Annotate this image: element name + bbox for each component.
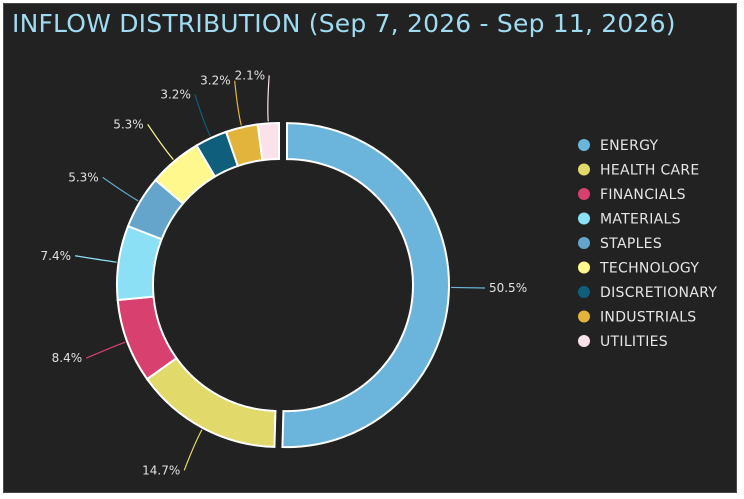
leader-line-industrials: [234, 80, 242, 126]
legend-item-utilities[interactable]: UTILITIES: [600, 334, 668, 350]
legend-swatch-industrials[interactable]: [578, 310, 590, 323]
slice-health-care[interactable]: [145, 356, 277, 448]
legend-swatch-energy[interactable]: [578, 139, 590, 151]
data-label-materials: 7.4%: [41, 249, 72, 263]
leader-line-financials: [85, 341, 126, 359]
legend-swatch-staples[interactable]: [578, 237, 590, 249]
legend-item-industrials[interactable]: INDUSTRIALS: [600, 310, 697, 326]
data-label-health-care: 14.7%: [142, 463, 180, 477]
leader-line-technology: [147, 124, 174, 160]
legend-item-health-care[interactable]: HEALTH CARE: [600, 163, 700, 179]
legend-swatch-discretionary[interactable]: [578, 286, 590, 298]
legend-swatch-health-care[interactable]: [578, 163, 590, 176]
legend-item-technology[interactable]: TECHNOLOGY: [599, 261, 699, 277]
data-label-staples: 5.3%: [68, 170, 99, 184]
legend-item-financials[interactable]: FINANCIALS: [600, 187, 686, 203]
leader-line-utilities: [267, 75, 270, 122]
legend-swatch-utilities[interactable]: [578, 335, 590, 347]
legend-item-energy[interactable]: ENERGY: [600, 138, 659, 154]
slice-energy[interactable]: [281, 122, 450, 449]
legend-item-staples[interactable]: STAPLES: [600, 236, 662, 252]
data-label-energy: 50.5%: [489, 281, 527, 295]
legend-swatch-technology[interactable]: [578, 261, 590, 274]
legend-item-materials[interactable]: MATERIALS: [600, 212, 681, 228]
data-label-technology: 5.3%: [113, 117, 144, 131]
legend-swatch-materials[interactable]: [578, 212, 590, 225]
data-label-discretionary: 3.2%: [160, 87, 191, 101]
leader-line-discretionary: [194, 94, 211, 137]
leader-line-health-care: [183, 429, 203, 471]
leader-line-staples: [102, 176, 139, 202]
chart-title: INFLOW DISTRIBUTION (Sep 7, 2026 - Sep 1…: [12, 9, 676, 38]
legend-swatch-financials[interactable]: [578, 188, 590, 200]
leader-line-materials: [74, 255, 117, 263]
legend-item-discretionary[interactable]: DISCRETIONARY: [600, 285, 717, 301]
slice-utilities[interactable]: [256, 121, 280, 162]
leader-line-energy: [450, 286, 485, 289]
data-label-industrials: 3.2%: [200, 74, 231, 88]
data-label-financials: 8.4%: [52, 351, 83, 365]
data-label-utilities: 2.1%: [235, 68, 266, 82]
